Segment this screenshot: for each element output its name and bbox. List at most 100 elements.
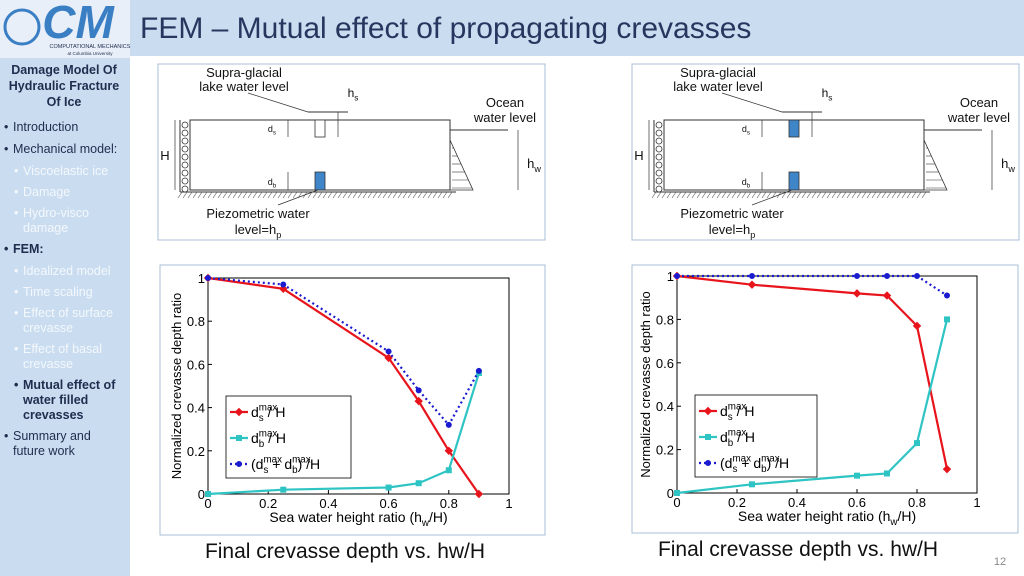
ground-hatch [716, 191, 722, 199]
superscript: max [728, 402, 747, 413]
text-part: h [822, 86, 829, 100]
subscript: w [889, 517, 898, 528]
subscript: b [761, 464, 767, 475]
text-part: /H) [897, 508, 916, 524]
subscript: s [354, 93, 358, 103]
basal-crevasse [788, 171, 800, 191]
ground-hatch [701, 191, 707, 199]
x-tick-label: 0.2 [728, 495, 746, 510]
diagram-label: ds [742, 124, 750, 137]
logo-mark: CM [42, 0, 115, 48]
caption: Final crevasse depth vs. hw/H [658, 538, 938, 561]
subscript: w [1007, 164, 1015, 174]
superscript: max [761, 454, 780, 465]
wall-roller [655, 145, 663, 153]
ground-hatch [746, 191, 752, 199]
ground-hatch [237, 191, 243, 199]
marker [884, 273, 890, 279]
nav-item: Introduction [4, 120, 124, 135]
subscript: b [259, 439, 265, 450]
ground-hatch [886, 191, 892, 199]
nav-subitem: Time scaling [14, 285, 124, 300]
y-tick-label: 1 [667, 269, 674, 284]
y-tick-label: 0.4 [656, 399, 674, 414]
ground-hatch [377, 191, 383, 199]
ground-hatch [726, 191, 732, 199]
text-part: d [251, 404, 259, 420]
text-part: ) /H [767, 455, 790, 471]
y-tick-label: 1 [198, 271, 205, 286]
ground-hatch [442, 191, 448, 199]
marker [415, 387, 422, 394]
ground-hatch [322, 191, 328, 199]
diagram-label: level=hp [235, 222, 282, 240]
ground-hatch [342, 191, 348, 199]
ground-hatch [307, 191, 313, 199]
marker [280, 486, 287, 493]
wall-roller [181, 177, 189, 185]
text-part: d [251, 430, 259, 446]
subscript: s [273, 130, 276, 137]
ocean-pressure [449, 139, 474, 191]
ground-hatch [447, 191, 453, 199]
ground-hatch [327, 191, 333, 199]
ground-hatch [816, 191, 822, 199]
marker [912, 321, 922, 331]
diagram-label: ds [268, 124, 276, 137]
chart-frame [159, 264, 546, 536]
superscript: max [259, 403, 278, 414]
header-bar [0, 0, 1024, 56]
diagram-label: lake water level [673, 79, 763, 94]
ground-hatch [916, 191, 922, 199]
ground-hatch [337, 191, 343, 199]
x-tick-label: 0.6 [380, 496, 398, 511]
diagram-label: H [160, 148, 169, 163]
marker [705, 460, 711, 466]
text-part: h [348, 86, 355, 100]
x-tick-label: 0.6 [848, 495, 866, 510]
superscript: max [259, 429, 278, 440]
legend-label: dmax b / H [251, 429, 286, 451]
superscript: max [732, 454, 751, 465]
ground-hatch [786, 191, 792, 199]
ground-hatch [347, 191, 353, 199]
text-part: d [742, 124, 747, 134]
marker [385, 348, 392, 355]
x-tick-label: 1 [505, 496, 512, 511]
ground-hatch [661, 191, 667, 199]
ground-hatch [242, 191, 248, 199]
diagram-label: Ocean [486, 95, 524, 110]
logo-line: at Columbia University [67, 51, 113, 56]
nav-item: Mechanical model: [4, 142, 124, 157]
wall-roller [181, 161, 189, 169]
ground-hatch [252, 191, 258, 199]
ground-hatch [202, 191, 208, 199]
surface-crevasse [314, 119, 326, 138]
diagram-label: Piezometric water [206, 206, 310, 221]
ground-hatch [706, 191, 712, 199]
legend-label: dmax s / H [720, 402, 754, 424]
ground-hatch [761, 191, 767, 199]
ground-hatch [372, 191, 378, 199]
ground-hatch [741, 191, 747, 199]
marker [444, 446, 454, 456]
ground-hatch [417, 191, 423, 199]
ground-hatch [257, 191, 263, 199]
ground-hatch [881, 191, 887, 199]
ground-hatch [821, 191, 827, 199]
marker [884, 470, 890, 477]
marker [749, 481, 755, 488]
ground-hatch [192, 191, 198, 199]
wall-roller [655, 161, 663, 169]
ground-hatch [352, 191, 358, 199]
ground-hatch [826, 191, 832, 199]
diagram-label: hs [822, 86, 833, 103]
ground-hatch [656, 191, 662, 199]
marker [414, 396, 423, 406]
subscript: s [828, 93, 832, 103]
subscript: p [276, 230, 281, 240]
subscript: b [747, 183, 751, 190]
y-tick-label: 0.6 [656, 356, 674, 371]
ground-hatch [287, 191, 293, 199]
